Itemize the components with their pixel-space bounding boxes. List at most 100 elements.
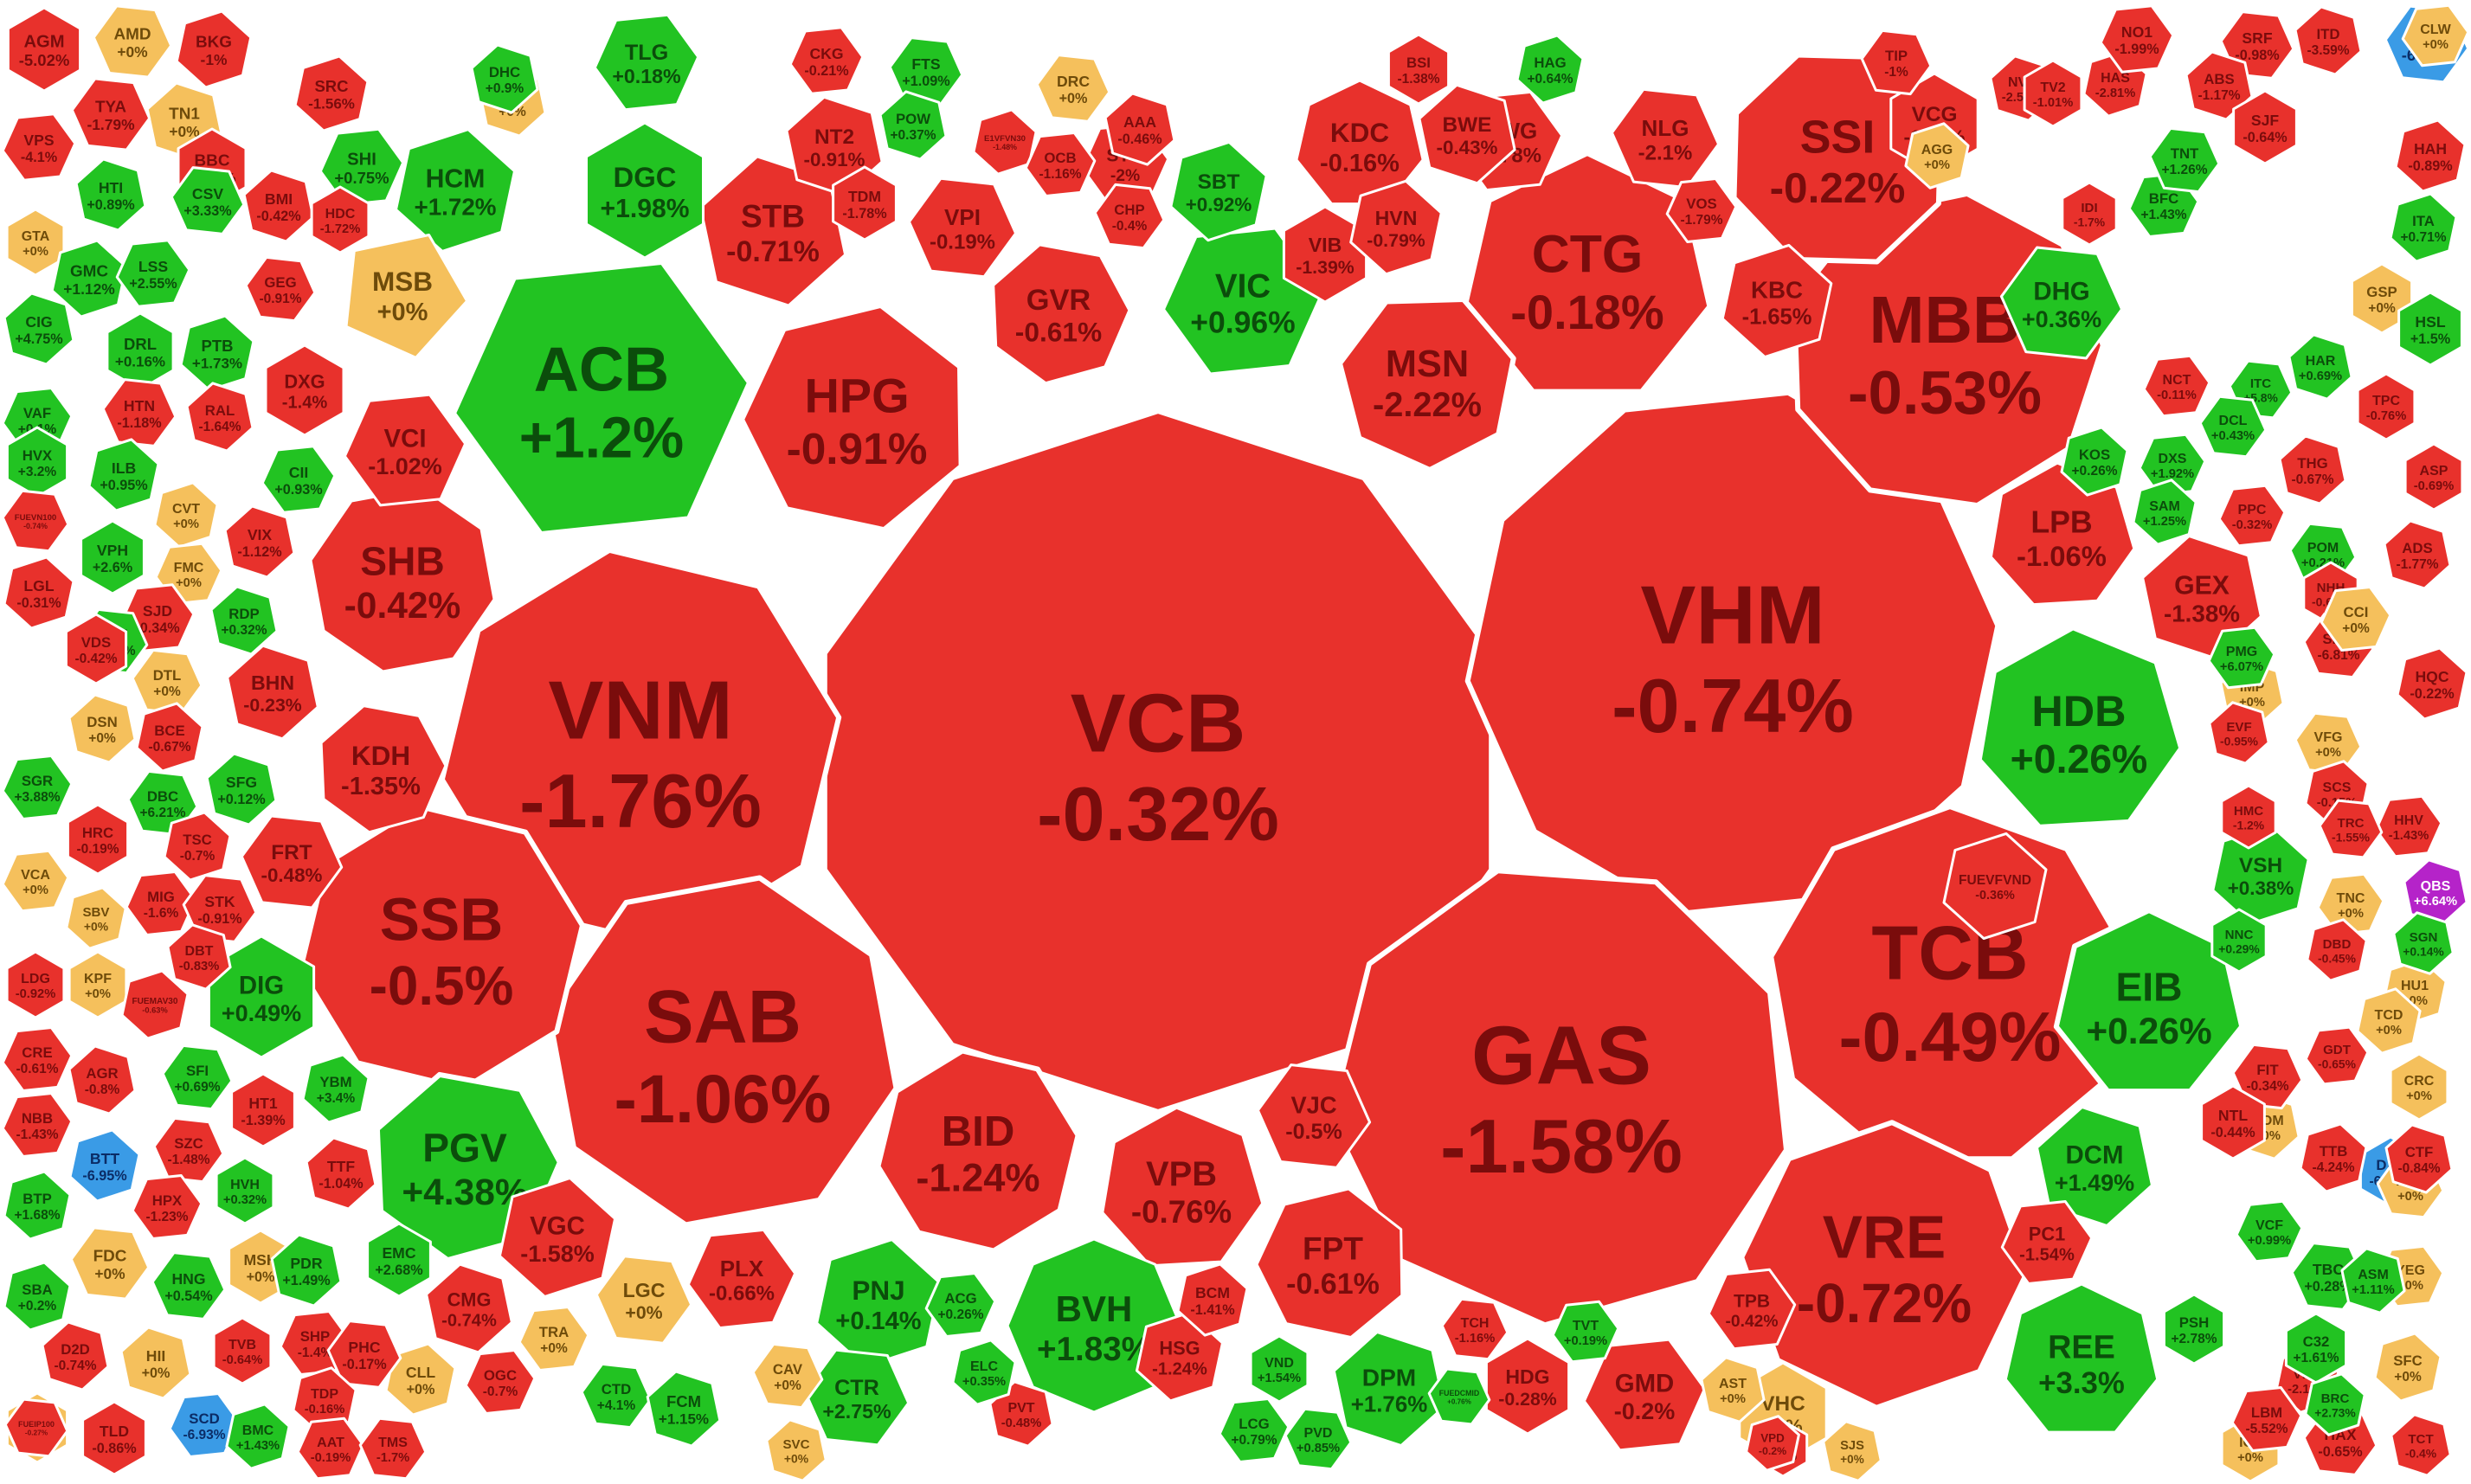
bubble-psh[interactable]: PSH+2.78% xyxy=(2162,1293,2226,1365)
bubble-ree[interactable]: REE+3.3% xyxy=(2004,1282,2159,1434)
bubble-dpm[interactable]: DPM+1.76% xyxy=(1332,1330,1446,1448)
bubble-fts[interactable]: FTS+1.09% xyxy=(888,36,964,106)
bubble-sfc[interactable]: SFC+0% xyxy=(2373,1332,2442,1403)
bubble-ckg[interactable]: CKG-0.21% xyxy=(788,26,865,95)
bubble-dgc[interactable]: DGC+1.98% xyxy=(585,121,705,260)
bubble-szc[interactable]: SZC-1.48% xyxy=(152,1116,225,1184)
bubble-elc[interactable]: ELC+0.35% xyxy=(951,1339,1017,1406)
bubble-pvd[interactable]: PVD+0.85% xyxy=(1284,1407,1353,1471)
bubble-hah[interactable]: HAH-0.89% xyxy=(2394,119,2467,193)
bubble-hqc[interactable]: HQC-0.22% xyxy=(2396,646,2468,721)
bubble-tld[interactable]: TLD-0.86% xyxy=(81,1400,147,1476)
bubble-ocb[interactable]: OCB-1.16% xyxy=(1024,132,1097,197)
bubble-gta[interactable]: GTA+0% xyxy=(5,208,66,277)
bubble-agm[interactable]: AGM-5.02% xyxy=(6,6,82,93)
bubble-lss[interactable]: LSS+2.55% xyxy=(115,239,191,308)
bubble-crc[interactable]: CRC+0% xyxy=(2389,1052,2449,1121)
bubble-ctf[interactable]: CTF-0.84% xyxy=(2384,1123,2454,1194)
bubble-msn[interactable]: MSN-2.22% xyxy=(1337,297,1516,472)
bubble-cii[interactable]: CII+0.93% xyxy=(261,445,337,514)
bubble-sjs[interactable]: SJS+0% xyxy=(1822,1420,1882,1482)
bubble-idi[interactable]: IDI-1.7% xyxy=(2061,181,2118,247)
bubble-hdg[interactable]: HDG-0.28% xyxy=(1484,1337,1571,1436)
bubble-pnj[interactable]: PNJ+0.14% xyxy=(815,1238,942,1368)
bubble-tch[interactable]: TCH-1.16% xyxy=(1440,1297,1509,1361)
bubble-hti[interactable]: HTI+0.89% xyxy=(74,157,147,232)
bubble-tms[interactable]: TMS-1.7% xyxy=(358,1417,428,1481)
bubble-agr[interactable]: AGR-0.8% xyxy=(68,1044,137,1115)
bubble-nct[interactable]: NCT-0.11% xyxy=(2142,354,2211,418)
bubble-sgn[interactable]: SGN+0.14% xyxy=(2392,911,2455,975)
bubble-tya[interactable]: TYA-1.79% xyxy=(70,77,151,151)
bubble-dtl[interactable]: DTL+0% xyxy=(131,648,203,716)
bubble-drl[interactable]: DRL+0.16% xyxy=(106,312,175,391)
bubble-bhn[interactable]: BHN-0.23% xyxy=(226,644,319,741)
bubble-bsi[interactable]: BSI-1.38% xyxy=(1387,33,1451,106)
bubble-sba[interactable]: SBA+0.2% xyxy=(3,1261,72,1332)
bubble-lgl[interactable]: LGL-0.31% xyxy=(3,556,75,630)
bubble-ctd[interactable]: CTD+4.1% xyxy=(580,1362,653,1429)
bubble-cvt[interactable]: CVT+0% xyxy=(153,481,219,549)
bubble-gvr[interactable]: GVR-0.61% xyxy=(992,243,1131,385)
bubble-thg[interactable]: THG-0.67% xyxy=(2278,434,2347,505)
bubble-pmg[interactable]: PMG+6.07% xyxy=(2207,626,2276,690)
bubble-aat[interactable]: AAT-0.19% xyxy=(296,1417,365,1481)
bubble-ads[interactable]: ADS-1.77% xyxy=(2383,519,2452,590)
bubble-cig[interactable]: CIG+4.75% xyxy=(3,292,75,366)
bubble-bkg[interactable]: BKG-1% xyxy=(175,10,253,89)
bubble-cre[interactable]: CRE-0.61% xyxy=(1,1026,74,1092)
bubble-hcm[interactable]: HCM+1.72% xyxy=(395,128,516,253)
bubble-lcg[interactable]: LCG+0.79% xyxy=(1218,1397,1290,1463)
bubble-vci[interactable]: VCI-1.02% xyxy=(343,393,467,507)
bubble-dxg[interactable]: DXG-1.4% xyxy=(264,344,345,437)
bubble-bce[interactable]: BCE-0.67% xyxy=(135,702,204,773)
bubble-hng[interactable]: HNG+0.54% xyxy=(151,1251,227,1320)
bubble-cmg[interactable]: CMG-0.74% xyxy=(425,1262,513,1354)
bubble-vph[interactable]: VPH+2.6% xyxy=(80,519,145,595)
bubble-geg[interactable]: GEG-0.91% xyxy=(244,255,317,323)
bubble-vcf[interactable]: VCF+0.99% xyxy=(2235,1199,2304,1263)
bubble-ht1[interactable]: HT1-1.39% xyxy=(230,1072,296,1148)
bubble-src[interactable]: SRC-1.56% xyxy=(293,55,370,132)
bubble-acb[interactable]: ACB+1.2% xyxy=(450,259,753,537)
bubble-vnd[interactable]: VND+1.54% xyxy=(1249,1334,1310,1404)
bubble-asp[interactable]: ASP-0.69% xyxy=(2403,442,2464,511)
bubble-vca[interactable]: VCA+0% xyxy=(1,849,70,913)
bubble-tnt[interactable]: TNT+1.26% xyxy=(2148,126,2221,194)
bubble-ogc[interactable]: OGC-0.7% xyxy=(464,1349,537,1415)
bubble-msb[interactable]: MSB+0% xyxy=(344,234,469,359)
bubble-dcl[interactable]: DCL+0.43% xyxy=(2198,395,2268,459)
bubble-ptb[interactable]: PTB+1.73% xyxy=(179,314,255,392)
bubble-acg[interactable]: ACG+0.26% xyxy=(924,1272,997,1338)
bubble-vgc[interactable]: VGC-1.58% xyxy=(498,1177,617,1298)
bubble-nbb[interactable]: NBB-1.43% xyxy=(1,1092,74,1158)
bubble-dsn[interactable]: DSN+0% xyxy=(68,693,137,764)
bubble-ilb[interactable]: ILB+0.95% xyxy=(87,438,160,512)
bubble-ttb[interactable]: TTB-4.24% xyxy=(2299,1122,2368,1193)
bubble-btt[interactable]: BTT-6.95% xyxy=(68,1128,141,1203)
bubble-pow[interactable]: POW+0.37% xyxy=(878,90,948,161)
bubble-sbv[interactable]: SBV+0% xyxy=(65,886,127,950)
bubble-bmc[interactable]: BMC+1.43% xyxy=(225,1403,291,1470)
bubble-vpi[interactable]: VPI-0.19% xyxy=(907,177,1018,279)
bubble-vfg[interactable]: VFG+0% xyxy=(2294,711,2363,775)
bubble-ita[interactable]: ITA+0.71% xyxy=(2389,192,2458,263)
bubble-hpg[interactable]: HPG-0.91% xyxy=(739,302,964,533)
bubble-plx[interactable]: PLX-0.66% xyxy=(686,1228,797,1330)
bubble-hvh[interactable]: HVH+0.32% xyxy=(215,1156,275,1225)
bubble-tpc[interactable]: TPC-0.76% xyxy=(2356,372,2416,441)
bubble-bmi[interactable]: BMI-0.42% xyxy=(242,169,315,243)
bubble-ttf[interactable]: TTF-1.04% xyxy=(305,1136,377,1211)
bubble-tsc[interactable]: TSC-0.7% xyxy=(163,811,232,882)
bubble-itd[interactable]: ITD-3.59% xyxy=(2294,5,2363,76)
bubble-sgr[interactable]: SGR+3.88% xyxy=(1,755,74,820)
bubble-vix[interactable]: VIX-1.12% xyxy=(223,504,296,579)
bubble-btp[interactable]: BTP+1.68% xyxy=(3,1170,72,1241)
bubble-fdc[interactable]: FDC+0% xyxy=(69,1226,151,1301)
bubble-ppc[interactable]: PPC-0.32% xyxy=(2217,484,2287,548)
bubble-d2d[interactable]: D2D-0.74% xyxy=(41,1320,110,1391)
bubble-hpx[interactable]: HPX-1.23% xyxy=(131,1174,203,1240)
bubble-drc[interactable]: DRC+0% xyxy=(1035,54,1111,123)
bubble-bid[interactable]: BID-1.24% xyxy=(875,1048,1081,1254)
bubble-tvt[interactable]: TVT+0.19% xyxy=(1551,1300,1620,1364)
